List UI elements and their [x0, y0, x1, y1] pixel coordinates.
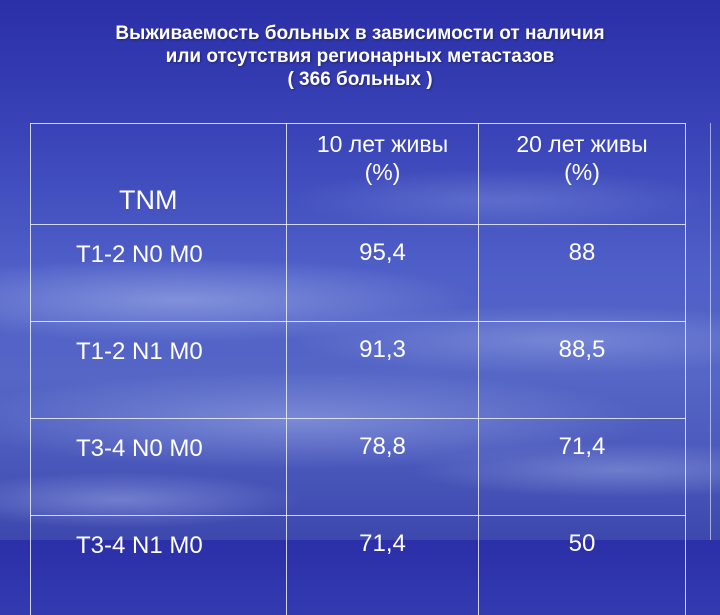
header-20-years-label: 20 лет живы: [479, 130, 685, 158]
header-10-years-label: 10 лет живы: [287, 130, 478, 158]
table-row: T1-2 N1 M0 91,3 88,5: [31, 322, 686, 419]
row-tnm-label: T1-2 N1 M0: [31, 322, 287, 419]
row-tnm-label: T3-4 N0 M0: [31, 419, 287, 516]
header-tnm: TNM: [31, 124, 287, 225]
row-value-20-years: 71,4: [479, 419, 686, 516]
slide-title-line-3: ( 366 больных ): [0, 68, 720, 91]
table-row: T3-4 N0 M0 78,8 71,4: [31, 419, 686, 516]
row-tnm-label: T1-2 N0 M0: [31, 225, 287, 322]
slide-title-line-2: или отсутствия регионарных метастазов: [0, 45, 720, 68]
header-10-years: 10 лет живы (%): [287, 124, 479, 225]
row-value-10-years: 91,3: [287, 322, 479, 419]
row-tnm-label: T3-4 N1 M0: [31, 516, 287, 615]
right-divider-line: [710, 123, 711, 540]
header-20-years-unit: (%): [479, 158, 685, 186]
header-20-years: 20 лет живы (%): [479, 124, 686, 225]
header-10-years-unit: (%): [287, 158, 478, 186]
table-row: T3-4 N1 M0 71,4 50: [31, 516, 686, 615]
slide-title: Выживаемость больных в зависимости от на…: [0, 22, 720, 91]
row-value-20-years: 88,5: [479, 322, 686, 419]
row-value-10-years: 95,4: [287, 225, 479, 322]
row-value-10-years: 71,4: [287, 516, 479, 615]
row-value-10-years: 78,8: [287, 419, 479, 516]
table-header-row: TNM 10 лет живы (%) 20 лет живы (%): [31, 124, 686, 225]
table-row: T1-2 N0 M0 95,4 88: [31, 225, 686, 322]
row-value-20-years: 50: [479, 516, 686, 615]
row-value-20-years: 88: [479, 225, 686, 322]
slide-title-line-1: Выживаемость больных в зависимости от на…: [0, 22, 720, 45]
survival-table: TNM 10 лет живы (%) 20 лет живы (%) T1-2…: [30, 123, 686, 615]
